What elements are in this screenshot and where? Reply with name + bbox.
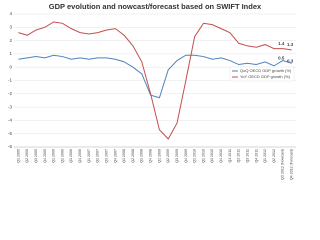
x-tick-label: Q1 2005 — [16, 149, 20, 163]
y-tick-label: -3 — [8, 104, 12, 109]
legend-label: YoY OECD GDP growth (%) — [240, 74, 291, 79]
x-tick-label: Q1 2006 — [52, 149, 56, 163]
x-tick-label: Q4 2006 — [78, 149, 82, 163]
legend-label: QoQ OECD GDP growth (%) — [240, 68, 292, 73]
x-tick-label: Q1 2011 — [228, 149, 232, 163]
y-tick-label: 1 — [9, 51, 12, 56]
x-tick-label: Q1 2012 — [263, 149, 267, 163]
x-tick-label: Q3 2008 — [140, 149, 144, 163]
legend-box — [229, 66, 295, 82]
x-tick-label: Q2 2006 — [60, 149, 64, 163]
x-tick-label: Q2 2011 — [237, 149, 241, 163]
y-tick-label: -2 — [8, 91, 12, 96]
x-tick-label: Q3 2010 — [210, 149, 214, 163]
x-tick-label: Q2 2009 — [166, 149, 170, 163]
x-tick-label: Q1 2009 — [157, 149, 161, 163]
x-tick-label: Q3 2009 — [175, 149, 179, 163]
x-tick-label: Q4 2010 — [219, 149, 223, 163]
data-label: 0.5 — [278, 56, 285, 61]
y-tick-label: 3 — [9, 24, 12, 29]
x-tick-label: Q3 2011 — [245, 149, 249, 163]
y-tick-label: -6 — [8, 144, 12, 149]
x-tick-label: Q1 2010 — [193, 149, 197, 163]
x-tick-label: Q3 2005 — [34, 149, 38, 163]
x-tick-label: Q4 2009 — [184, 149, 188, 163]
x-tick-label: Q4 2008 — [149, 149, 153, 163]
chart: GDP evolution and nowcast/forecast based… — [8, 2, 296, 180]
series-line — [18, 54, 292, 99]
x-tick-label: Q1 2007 — [87, 149, 91, 163]
x-tick-label: Q3 2006 — [69, 149, 73, 163]
x-tick-label: Q2 2008 — [131, 149, 135, 163]
y-tick-label: -4 — [8, 118, 12, 123]
data-label: 0.3 — [287, 58, 294, 63]
chart-title: GDP evolution and nowcast/forecast based… — [49, 2, 262, 11]
y-tick-label: 4 — [9, 11, 12, 16]
y-tick-label: 0 — [9, 64, 12, 69]
series-line — [18, 21, 292, 140]
y-tick-label: 2 — [9, 38, 12, 43]
x-tick-label: Q4 2007 — [113, 149, 117, 163]
x-tick-label: Q2 2007 — [96, 149, 100, 163]
y-tick-label: -5 — [8, 131, 12, 136]
x-tick-label: Q3 2007 — [104, 149, 108, 163]
x-tick-label: Q2 2005 — [25, 149, 29, 163]
y-tick-label: -1 — [8, 78, 12, 83]
data-label: 1.3 — [287, 42, 294, 47]
data-label: 1.4 — [278, 41, 285, 46]
x-tick-label: Q1 2008 — [122, 149, 126, 163]
x-tick-label: Q3 2012 (Nowcast) — [281, 149, 285, 180]
x-tick-label: Q4 2005 — [43, 149, 47, 163]
x-tick-label: Q4 2011 — [254, 149, 258, 163]
x-tick-label: Q2 2012 — [272, 149, 276, 163]
x-tick-label: Q4 2012 (Forecast) — [290, 149, 294, 180]
x-tick-label: Q2 2010 — [201, 149, 205, 163]
